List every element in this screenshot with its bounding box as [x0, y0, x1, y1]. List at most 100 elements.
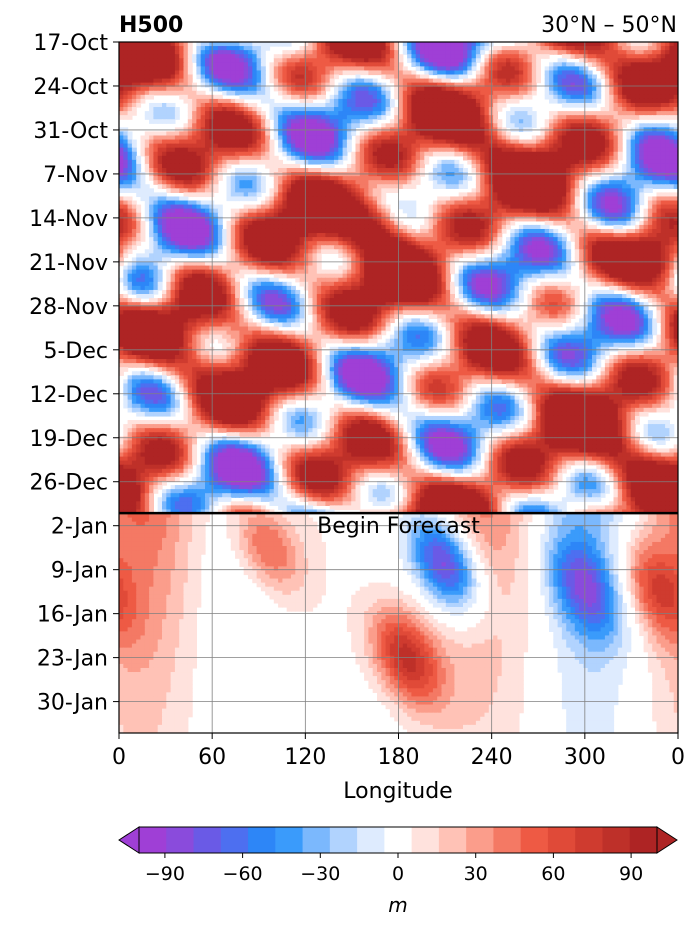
- field-cell: [187, 143, 193, 149]
- field-cell: [260, 70, 266, 76]
- field-cell: [334, 66, 339, 72]
- field-cell: [583, 98, 589, 104]
- field-cell: [217, 42, 223, 47]
- field-cell: [592, 204, 597, 210]
- field-cell: [368, 70, 374, 76]
- field-cell: [635, 172, 640, 177]
- field-cell: [613, 176, 619, 181]
- field-cell: [566, 184, 572, 189]
- field-cell: [252, 212, 258, 218]
- field-cell: [303, 147, 309, 153]
- field-cell: [484, 46, 490, 51]
- field-cell: [622, 42, 627, 47]
- field-cell: [265, 200, 271, 206]
- field-cell: [441, 90, 447, 96]
- field-cell: [131, 155, 137, 161]
- field-cell: [626, 172, 632, 177]
- field-cell: [635, 94, 640, 100]
- field-cell: [523, 123, 529, 128]
- field-cell: [583, 139, 589, 145]
- field-cell: [514, 94, 520, 100]
- field-cell: [355, 94, 361, 100]
- field-cell: [123, 42, 129, 47]
- field-cell: [458, 147, 464, 153]
- field-cell: [592, 159, 597, 165]
- field-cell: [308, 115, 314, 120]
- field-cell: [574, 50, 580, 55]
- field-cell: [131, 147, 137, 153]
- field-cell: [338, 135, 344, 141]
- field-cell: [510, 50, 516, 55]
- field-cell: [170, 111, 176, 116]
- field-cell: [617, 147, 623, 153]
- field-cell: [256, 107, 262, 112]
- field-cell: [282, 180, 288, 185]
- field-cell: [278, 119, 283, 124]
- field-cell: [652, 135, 658, 141]
- field-cell: [596, 180, 602, 185]
- field-cell: [286, 192, 292, 198]
- field-cell: [260, 159, 266, 165]
- field-cell: [643, 155, 649, 161]
- field-cell: [450, 163, 455, 169]
- field-cell: [239, 82, 245, 88]
- field-cell: [273, 163, 279, 169]
- field-cell: [458, 58, 464, 63]
- field-cell: [119, 62, 124, 67]
- field-cell: [514, 78, 520, 84]
- field-cell: [549, 168, 554, 173]
- field-cell: [463, 204, 468, 210]
- field-cell: [579, 58, 584, 63]
- field-cell: [213, 107, 219, 112]
- field-cell: [256, 46, 262, 51]
- field-cell: [179, 147, 185, 153]
- field-cell: [119, 86, 124, 92]
- field-cell: [454, 74, 460, 80]
- field-cell: [523, 115, 529, 120]
- field-cell: [170, 168, 176, 173]
- field-cell: [570, 131, 576, 137]
- field-cell: [131, 172, 137, 177]
- field-cell: [377, 180, 382, 185]
- field-cell: [617, 74, 623, 80]
- field-cell: [574, 180, 580, 185]
- field-cell: [295, 54, 301, 59]
- field-cell: [630, 212, 636, 218]
- field-cell: [252, 111, 258, 116]
- field-cell: [424, 147, 430, 153]
- field-cell: [445, 163, 451, 169]
- field-cell: [626, 66, 632, 72]
- field-cell: [497, 212, 503, 218]
- field-cell: [209, 147, 215, 153]
- field-cell: [510, 188, 516, 193]
- field-cell: [583, 188, 589, 193]
- field-cell: [428, 102, 434, 108]
- field-cell: [402, 208, 408, 214]
- field-cell: [544, 204, 550, 210]
- field-cell: [372, 107, 378, 112]
- field-cell: [604, 123, 610, 128]
- field-cell: [669, 147, 675, 153]
- field-cell: [119, 216, 124, 222]
- field-cell: [260, 155, 266, 161]
- field-cell: [617, 58, 623, 63]
- field-cell: [364, 159, 369, 165]
- field-cell: [372, 143, 378, 149]
- field-cell: [398, 159, 404, 165]
- field-cell: [514, 62, 520, 67]
- field-cell: [377, 58, 382, 63]
- field-cell: [256, 151, 262, 157]
- field-cell: [467, 66, 473, 72]
- field-cell: [613, 151, 619, 157]
- field-cell: [269, 111, 275, 116]
- field-cell: [372, 94, 378, 100]
- field-cell: [368, 131, 374, 137]
- field-cell: [196, 123, 202, 128]
- field-cell: [377, 131, 382, 137]
- field-cell: [622, 98, 627, 104]
- field-cell: [458, 74, 464, 80]
- field-cell: [187, 70, 193, 76]
- field-cell: [596, 46, 602, 51]
- field-cell: [308, 107, 314, 112]
- field-cell: [454, 143, 460, 149]
